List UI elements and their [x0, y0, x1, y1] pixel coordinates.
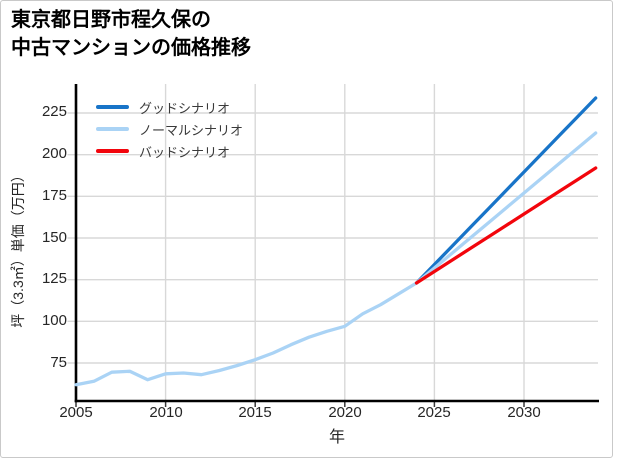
x-tick-2025: 2025: [417, 404, 451, 421]
y-tick-200: 200: [41, 145, 67, 162]
y-axis-label: 坪（3.3㎡）単価（万円）: [10, 168, 26, 328]
page-title: 東京都日野市程久保の 中古マンションの価格推移: [11, 6, 251, 62]
legend-item-good: グッドシナリオ: [96, 96, 243, 118]
chart-card: 東京都日野市程久保の 中古マンションの価格推移 グッドシナリオ ノーマルシナリオ…: [0, 0, 613, 458]
legend: グッドシナリオ ノーマルシナリオ バッドシナリオ: [96, 96, 243, 162]
title-line-1: 東京都日野市程久保の: [11, 9, 211, 31]
x-tick-2010: 2010: [149, 404, 183, 421]
y-tick-100: 100: [41, 312, 67, 329]
plot-area: [67, 84, 599, 407]
legend-item-bad: バッドシナリオ: [96, 140, 243, 162]
bad-scenario-line-swatch: [96, 149, 129, 153]
y-tick-175: 175: [41, 187, 67, 204]
y-tick-150: 150: [41, 229, 67, 246]
y-tick-125: 125: [41, 270, 67, 287]
legend-item-normal: ノーマルシナリオ: [96, 118, 243, 140]
y-tick-75: 75: [50, 354, 67, 371]
y-tick-225: 225: [41, 103, 67, 120]
legend-label-normal: ノーマルシナリオ: [139, 122, 244, 138]
x-axis-label: 年: [328, 429, 346, 446]
normal-scenario-line-swatch: [96, 127, 129, 131]
x-tick-2005: 2005: [59, 404, 93, 421]
x-tick-2030: 2030: [507, 404, 541, 421]
title-line-2: 中古マンションの価格推移: [11, 37, 251, 59]
legend-label-good: グッドシナリオ: [139, 100, 231, 116]
legend-label-bad: バッドシナリオ: [139, 144, 231, 160]
good-scenario-line-swatch: [96, 105, 129, 109]
x-tick-2020: 2020: [328, 404, 362, 421]
x-tick-2015: 2015: [238, 404, 272, 421]
